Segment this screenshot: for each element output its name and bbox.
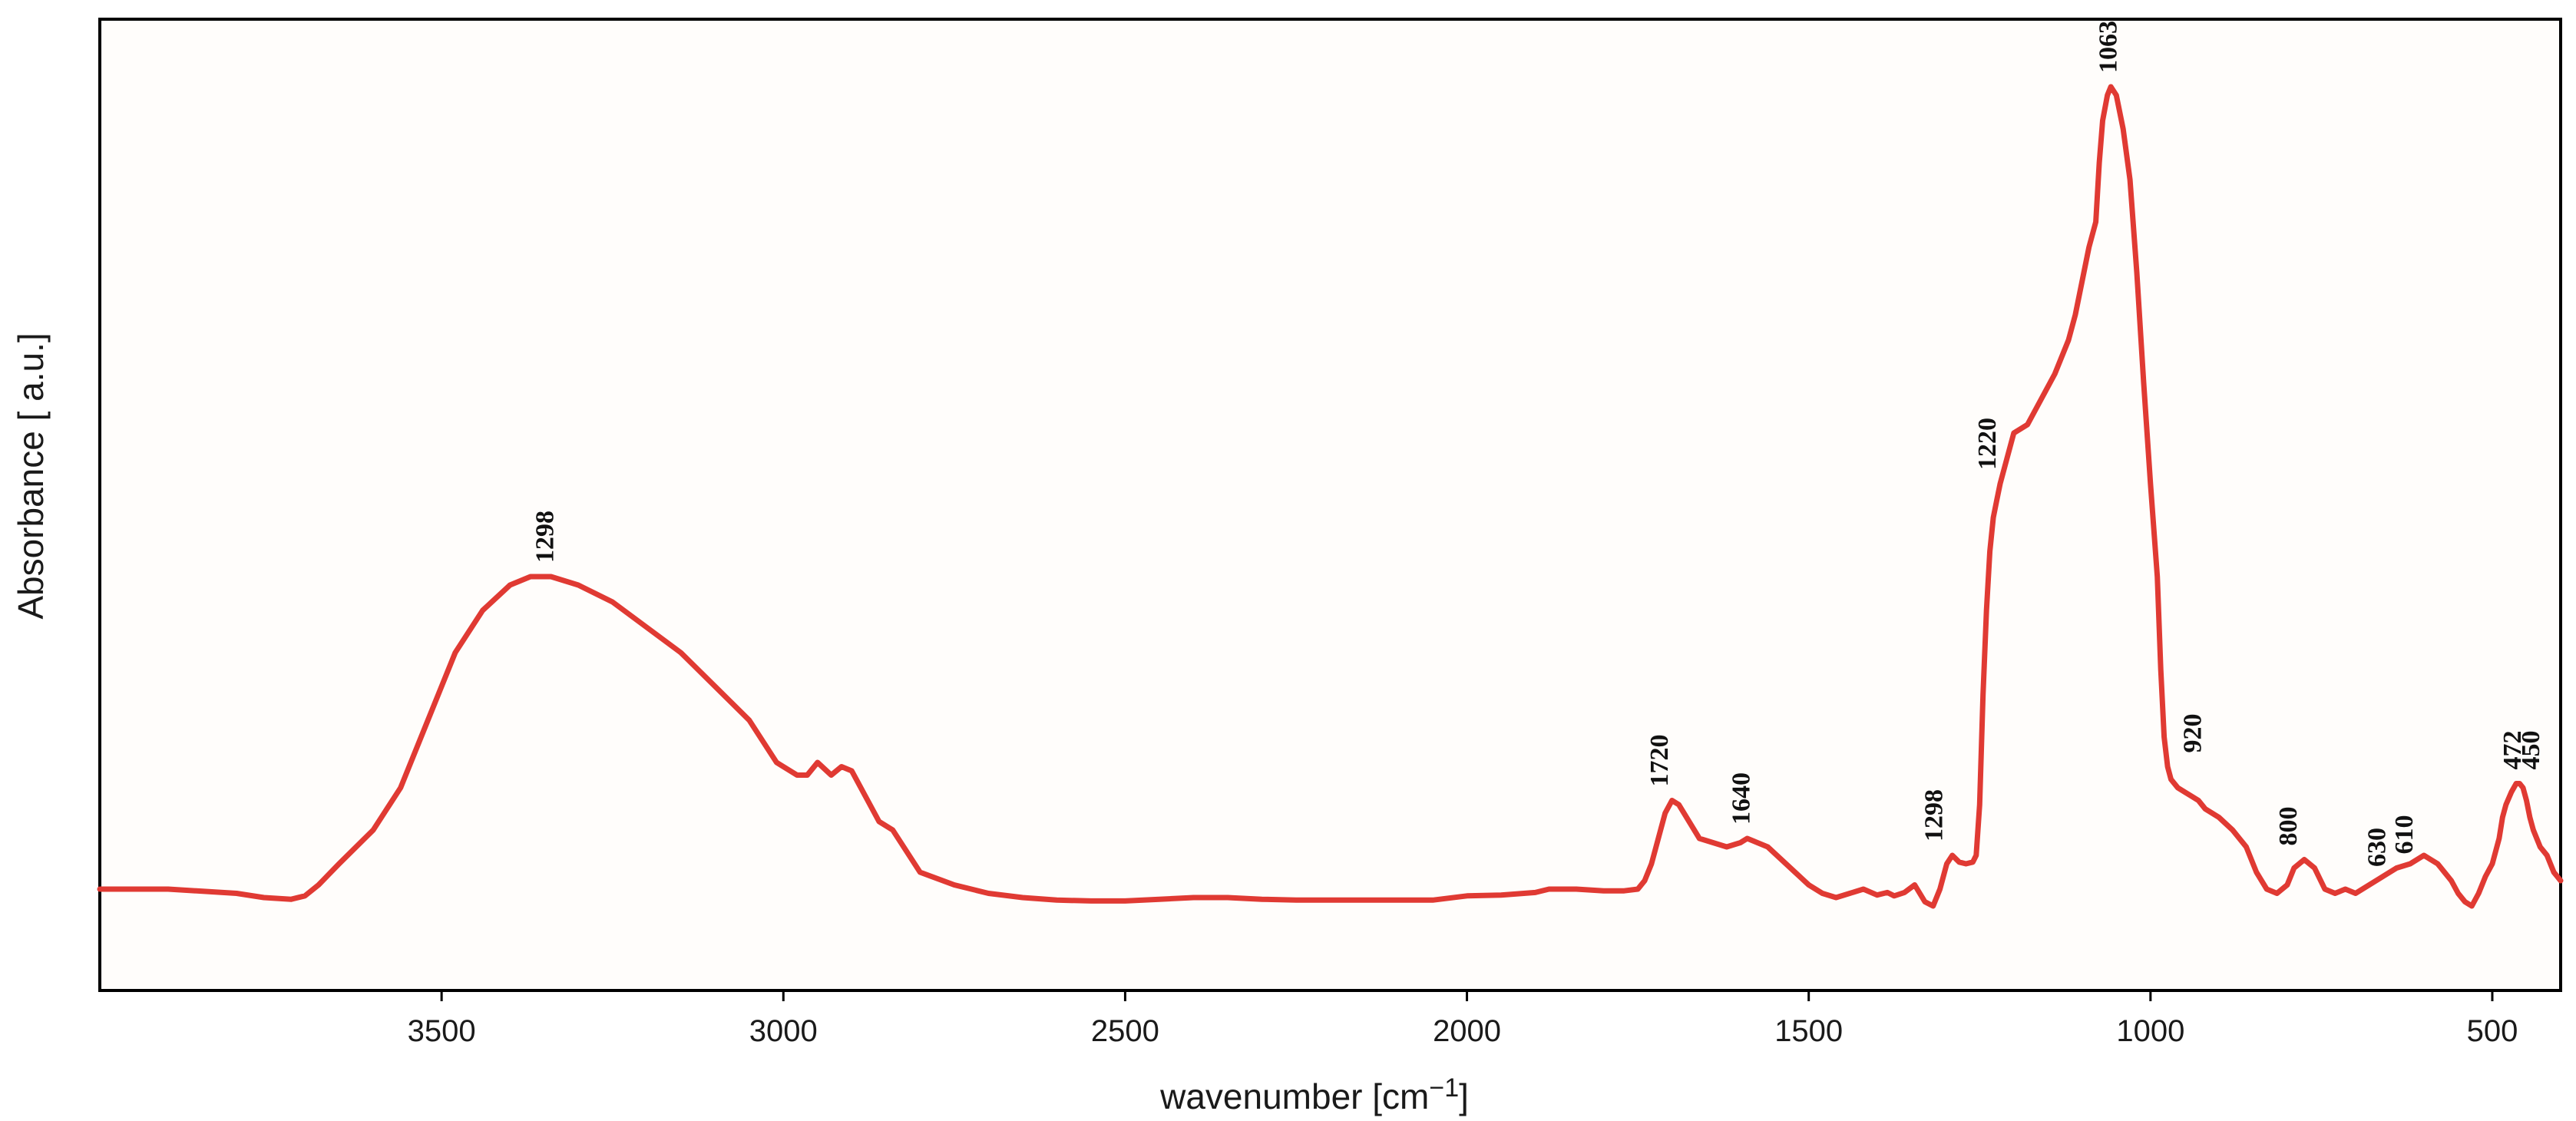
peak-label: 630 [2363,828,2392,867]
peak-label: 1063 [2095,21,2123,73]
x-tick-label: 3500 [408,1014,476,1048]
x-axis-title-close: ] [1459,1076,1469,1116]
spectrum-line [97,84,2564,909]
x-tick-label: 1500 [1774,1014,1843,1048]
x-tick-label: 3000 [749,1014,818,1048]
x-axis-title: wavenumber [cm−1] [1159,1073,1469,1116]
peak-label: 1298 [531,511,560,563]
y-axis-title: Absorbance [ a.u.] [11,332,51,619]
x-axis-ticks: 3500 3000 2500 2000 1500 1000 500 [408,990,2518,1048]
peak-label: 920 [2178,714,2207,753]
x-tick-label: 2000 [1433,1014,1501,1048]
peak-label: 472 [2498,731,2527,770]
peak-label: 450 [2517,731,2545,770]
x-axis-title-superscript: −1 [1429,1073,1459,1103]
plot-area-frame [98,18,2562,992]
peak-label: 1640 [1728,772,1756,825]
series-layer [97,84,2564,909]
peak-label: 1298 [1920,789,1949,842]
peak-label: 610 [2390,815,2419,855]
x-tick-label: 1000 [2116,1014,2184,1048]
x-tick-label: 500 [2467,1014,2518,1048]
peak-label: 1720 [1645,735,1674,787]
peak-label: 800 [2274,807,2303,846]
peak-label: 1220 [1973,418,2002,470]
x-tick-label: 2500 [1091,1014,1159,1048]
